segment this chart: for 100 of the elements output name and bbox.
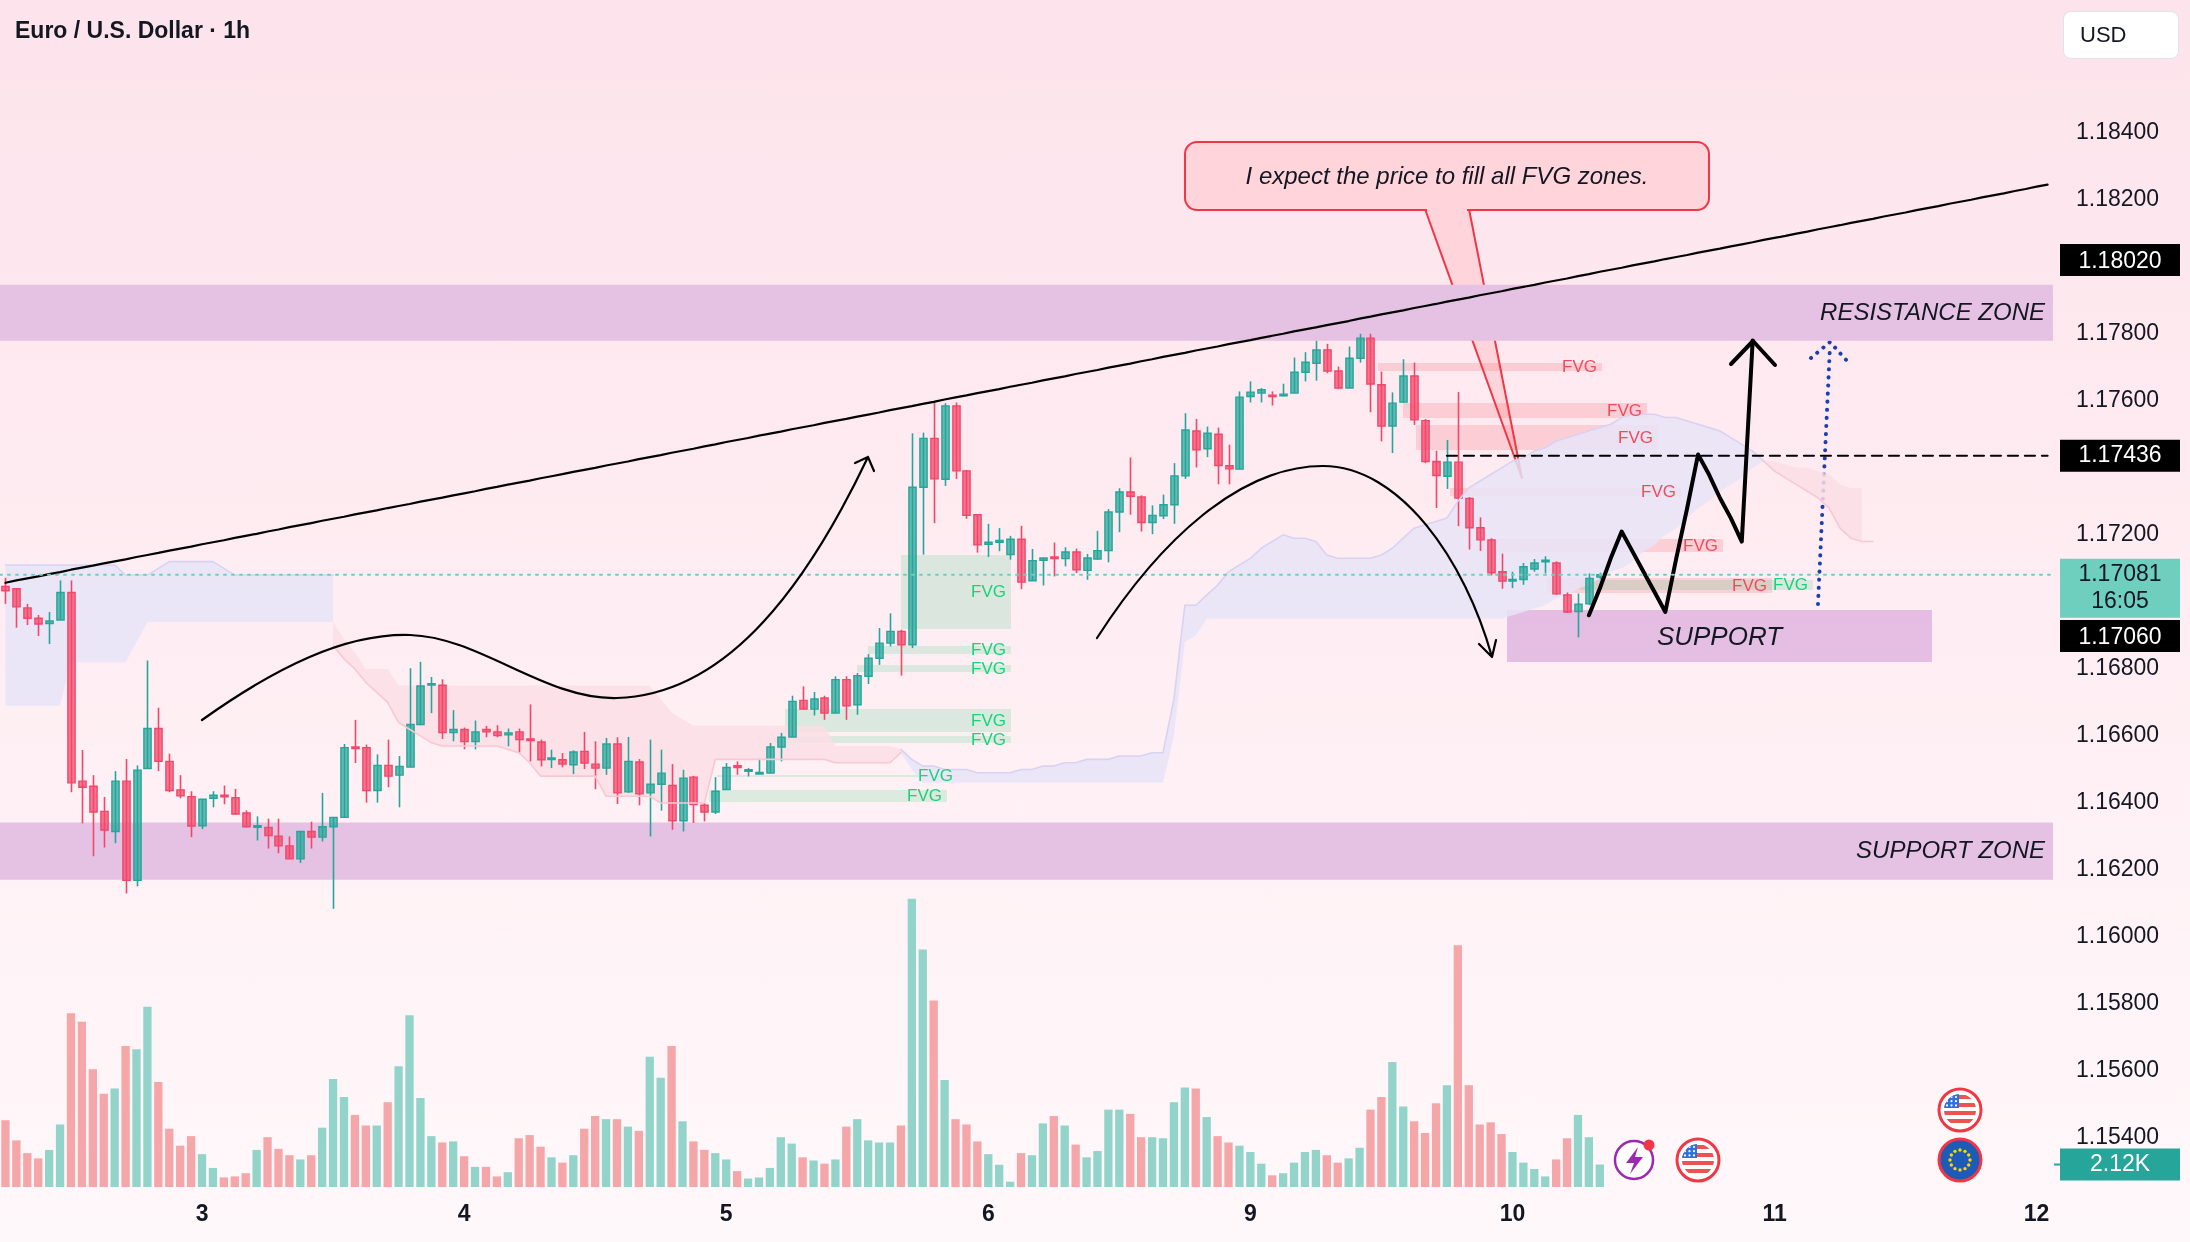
bar	[995, 1164, 1004, 1187]
bar	[230, 1176, 239, 1187]
bar	[514, 1138, 523, 1187]
bar	[1005, 1181, 1015, 1187]
bar	[1126, 1113, 1135, 1187]
y-tick-label: 1.16000	[2076, 922, 2160, 949]
bar	[874, 1142, 884, 1187]
candlestick	[1498, 552, 1507, 590]
bar	[1060, 1125, 1069, 1187]
bar	[77, 1021, 87, 1187]
bar	[296, 1159, 305, 1187]
y-tick-label: 1.15800	[2076, 989, 2160, 1016]
x-tick-label: 11	[1762, 1200, 1787, 1227]
bar	[241, 1173, 250, 1187]
bar	[285, 1155, 294, 1187]
bar	[885, 1142, 895, 1187]
annotation: FVG	[1683, 535, 1718, 556]
bar	[973, 1141, 982, 1187]
bar	[951, 1119, 960, 1187]
band-label: SUPPORT ZONE	[1856, 835, 2046, 863]
bar	[1541, 1176, 1550, 1187]
bar	[1530, 1168, 1539, 1187]
bar	[700, 1149, 709, 1187]
bar	[154, 1082, 163, 1187]
bar	[842, 1126, 851, 1187]
bar	[1268, 1175, 1277, 1187]
bar	[689, 1141, 698, 1187]
bar	[427, 1136, 436, 1187]
bar	[547, 1157, 556, 1187]
bar	[984, 1154, 993, 1187]
annotation: I expect the price to fill all FVG zones.	[1245, 162, 1649, 190]
y-tick-label: 1.18400	[2076, 118, 2160, 145]
bar	[711, 1153, 720, 1187]
bar	[186, 1136, 196, 1187]
bar	[307, 1155, 316, 1187]
bar	[1497, 1134, 1506, 1187]
bar	[1464, 1085, 1473, 1187]
annotation: FVG	[918, 766, 953, 786]
annotation: FVG	[1618, 427, 1653, 448]
bar	[1137, 1137, 1146, 1187]
bar	[1595, 1164, 1604, 1187]
bar	[219, 1177, 229, 1187]
bar	[318, 1127, 327, 1187]
bar	[121, 1046, 130, 1187]
bar	[623, 1126, 633, 1187]
bar	[1410, 1121, 1419, 1187]
bar	[143, 1006, 152, 1187]
bar	[765, 1167, 775, 1187]
bar	[645, 1056, 654, 1187]
bar	[1366, 1109, 1375, 1187]
bar	[361, 1125, 370, 1187]
annotation: FVG	[1562, 357, 1597, 377]
annotation: FVG	[971, 582, 1006, 602]
bar	[1311, 1149, 1321, 1187]
annotation: FVG	[1641, 482, 1676, 502]
y-tick-label: 1.16200	[2076, 855, 2160, 882]
text: 1.18020	[2060, 244, 2180, 276]
x-tick-label: 9	[1243, 1200, 1257, 1227]
bar	[1027, 1155, 1037, 1187]
bar	[449, 1141, 458, 1187]
bar	[918, 949, 927, 1187]
bar	[383, 1102, 392, 1187]
candlestick	[318, 792, 327, 843]
bar	[940, 1079, 949, 1187]
bar	[1453, 945, 1462, 1187]
bar	[907, 898, 916, 1187]
x-tick-label: 10	[1499, 1200, 1526, 1227]
x-tick-label: 3	[195, 1200, 209, 1227]
bar	[459, 1156, 469, 1187]
bar	[1322, 1155, 1331, 1187]
bar	[1071, 1144, 1080, 1187]
bar	[722, 1159, 731, 1187]
x-tick-label: 4	[457, 1200, 471, 1227]
bar	[350, 1114, 360, 1187]
x-tick-label: 12	[2023, 1200, 2050, 1227]
bar	[569, 1155, 578, 1187]
bar	[438, 1142, 447, 1187]
bar	[1584, 1137, 1594, 1187]
y-tick-label: 1.16800	[2076, 654, 2160, 681]
bar	[132, 1049, 141, 1187]
text: 1.17060	[2060, 620, 2180, 652]
bar	[1191, 1088, 1200, 1187]
bar	[1442, 1085, 1452, 1187]
bar	[1562, 1138, 1572, 1187]
bar	[208, 1167, 218, 1187]
bar	[743, 1178, 753, 1187]
bar	[1038, 1123, 1048, 1187]
y-tick-label: 1.16600	[2076, 721, 2160, 748]
bar	[1224, 1142, 1233, 1187]
bar	[776, 1137, 785, 1187]
text: Euro / U.S. Dollar · 1h	[15, 17, 251, 44]
bar	[55, 1124, 65, 1187]
annotation: FVG	[1773, 575, 1808, 595]
bar	[470, 1166, 480, 1187]
bar	[1115, 1109, 1124, 1187]
bar	[1399, 1106, 1408, 1187]
annotation: FVG	[1732, 575, 1767, 596]
bar	[176, 1145, 185, 1187]
bar	[1300, 1152, 1310, 1187]
bar	[66, 1013, 76, 1187]
